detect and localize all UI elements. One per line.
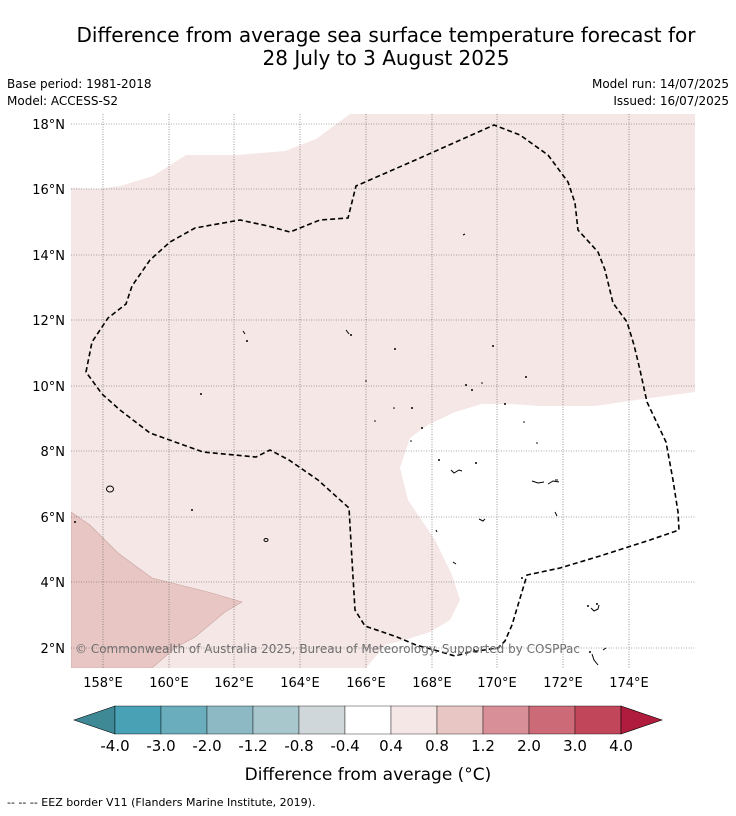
chart-title-line1: Difference from average sea surface temp…: [76, 23, 696, 47]
colorbar-swatch: [252, 705, 300, 735]
model-run-date: Model run: 14/07/2025: [591, 77, 729, 91]
colorbar-tick-label: -1.2: [238, 737, 267, 755]
colorbar-tick-label: -0.8: [284, 737, 313, 755]
colorbar-tick-label: 1.2: [471, 737, 495, 755]
chart-title-line2: 28 July to 3 August 2025: [262, 46, 510, 70]
colorbar-swatch: [482, 705, 530, 735]
colorbar-tick-label: -4.0: [100, 737, 129, 755]
colorbar-swatch: [574, 705, 622, 735]
colorbar-swatch: [528, 705, 576, 735]
atolls: [74, 334, 598, 653]
base-period: Base period: 1981-2018: [7, 77, 152, 91]
colorbar-tick-label: -0.4: [330, 737, 359, 755]
lat-label: 14°N: [32, 249, 65, 264]
colorbar-swatch: [390, 705, 438, 735]
lon-label: 172°E: [543, 676, 583, 691]
colorbar-extend-high: [620, 705, 663, 735]
colorbar-tick-labels: -4.0 -3.0 -2.0 -1.2 -0.8 -0.4 0.4 0.8 1.2 2.0 3.0 4…: [100, 737, 633, 755]
colorbar-tick-label: 0.4: [379, 737, 403, 755]
lon-label: 174°E: [609, 676, 649, 691]
colorbar-tick-label: -2.0: [192, 737, 221, 755]
colorbar-tick-label: -3.0: [146, 737, 175, 755]
copyright-text: © Commonwealth of Australia 2025, Bureau…: [75, 642, 580, 656]
colorbar-tick-label: 2.0: [517, 737, 541, 755]
eez-border: [85, 124, 680, 657]
lat-label: 18°N: [32, 118, 65, 133]
colorbar-tick-label: 4.0: [609, 737, 633, 755]
lat-label: 10°N: [32, 380, 65, 395]
colorbar-swatch: [114, 705, 162, 735]
lon-label: 160°E: [149, 676, 189, 691]
longitude-labels: 158°E 160°E 162°E 164°E 166°E 168°E 170°…: [83, 676, 649, 691]
latitude-labels: 18°N 16°N 14°N 12°N 10°N 8°N 6°N 4°N 2°N: [32, 118, 65, 657]
lat-label: 6°N: [41, 511, 66, 526]
colorbar-tick-label: 0.8: [425, 737, 449, 755]
colorbar-swatch: [344, 705, 392, 735]
lat-label: 4°N: [41, 576, 66, 591]
colorbar-extend-low: [73, 705, 116, 735]
lon-label: 158°E: [83, 676, 123, 691]
islands: [106, 233, 607, 666]
lat-label: 16°N: [32, 183, 65, 198]
lon-label: 168°E: [412, 676, 452, 691]
lat-label: 8°N: [41, 445, 66, 460]
colorbar-tick-label: 3.0: [563, 737, 587, 755]
colorbar: [73, 705, 663, 735]
lon-label: 162°E: [214, 676, 254, 691]
model-name: Model: ACCESS-S2: [7, 94, 119, 108]
colorbar-swatch: [436, 705, 484, 735]
lat-label: 2°N: [41, 642, 66, 657]
map-area: © Commonwealth of Australia 2025, Bureau…: [71, 114, 695, 668]
eez-footnote: -- -- -- EEZ border V11 (Flanders Marine…: [7, 796, 316, 809]
lon-label: 166°E: [346, 676, 386, 691]
lon-label: 170°E: [477, 676, 517, 691]
colorbar-label: Difference from average (°C): [245, 765, 492, 785]
graticule: [71, 114, 695, 668]
colorbar-swatch: [298, 705, 346, 735]
anomaly-band-0.8-1.2: [71, 511, 243, 668]
colorbar-swatch: [160, 705, 208, 735]
anomaly-band-0.4-0.8: [71, 114, 695, 668]
lat-label: 12°N: [32, 314, 65, 329]
issued-date: Issued: 16/07/2025: [613, 94, 729, 108]
colorbar-swatch: [206, 705, 254, 735]
lon-label: 164°E: [280, 676, 320, 691]
